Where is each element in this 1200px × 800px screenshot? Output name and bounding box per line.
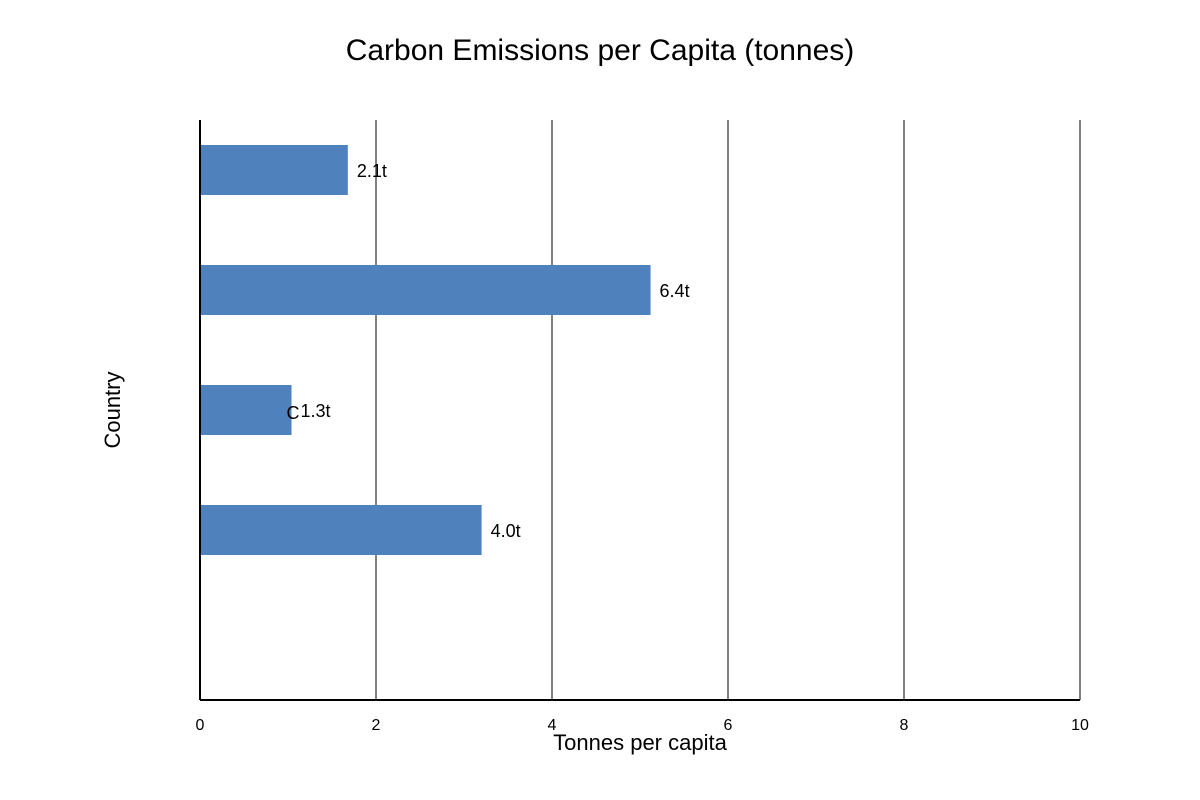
data-labels: 2.1t 6.4t 1.3t 4.0t xyxy=(301,161,690,541)
bar-value-label: 4.0t xyxy=(491,521,521,541)
bar xyxy=(200,505,482,555)
axes xyxy=(199,120,1080,701)
x-axis-title: Tonnes per capita xyxy=(553,730,727,755)
x-tick-label: 10 xyxy=(1071,717,1089,734)
x-tick-label: 6 xyxy=(724,717,733,734)
x-tick-label: 0 xyxy=(196,717,205,734)
bar-value-label: 1.3t xyxy=(301,401,331,421)
bar xyxy=(200,385,292,435)
bar xyxy=(200,265,651,315)
annotations: C xyxy=(287,403,300,423)
x-tick-label: 2 xyxy=(372,717,381,734)
annotation-glyph: C xyxy=(287,403,300,423)
bar xyxy=(200,145,348,195)
y-axis-title: Country xyxy=(100,371,125,448)
x-tick-label: 4 xyxy=(548,717,557,734)
bar-value-label: 6.4t xyxy=(660,281,690,301)
x-tick-labels: 0 2 4 6 8 10 xyxy=(196,717,1089,734)
chart-title: Carbon Emissions per Capita (tonnes) xyxy=(346,34,855,67)
bar-value-label: 2.1t xyxy=(357,161,387,181)
gridlines xyxy=(375,120,1081,700)
x-tick-label: 8 xyxy=(900,717,909,734)
bars xyxy=(200,145,651,555)
